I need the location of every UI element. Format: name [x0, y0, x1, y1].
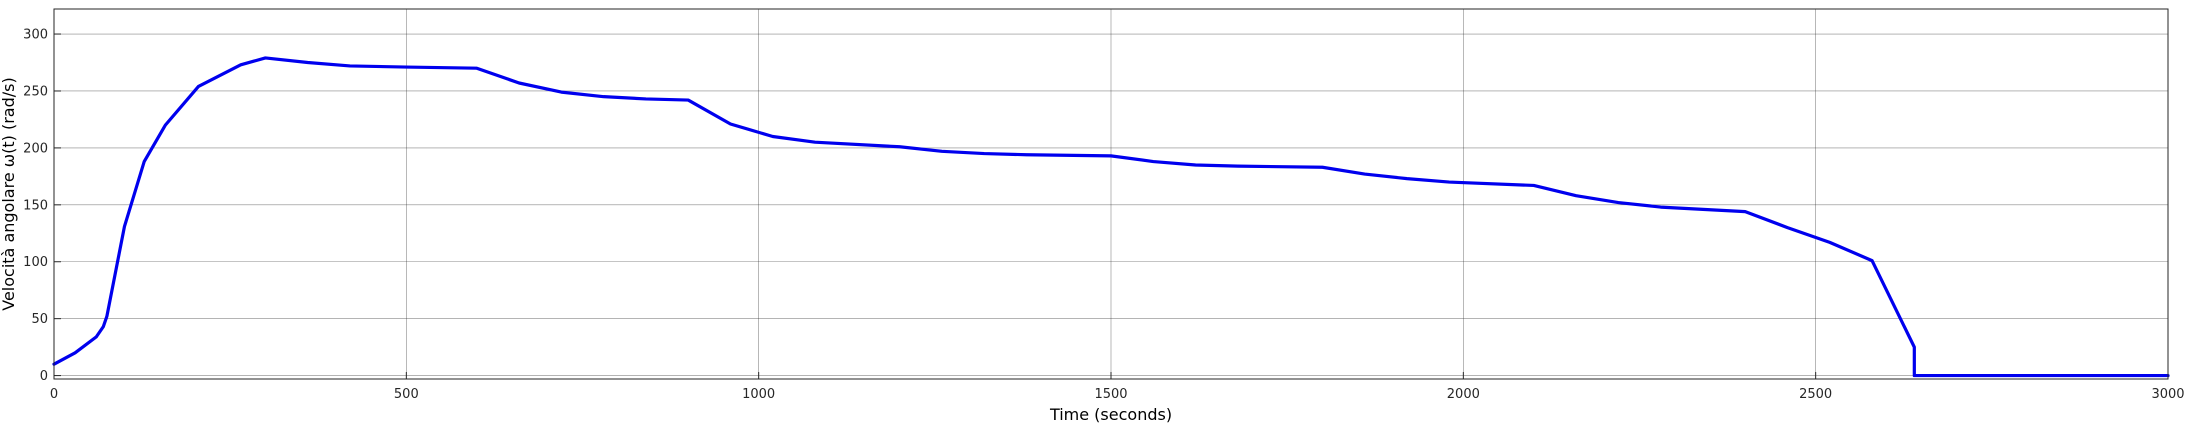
x-axis-ticks: 0 500 1000 1500 2000 2500 3000 — [50, 372, 2185, 402]
x-tick-label: 500 — [394, 387, 419, 402]
y-tick-label: 100 — [23, 255, 48, 270]
x-axis-label: Time (seconds) — [1049, 405, 1172, 424]
y-tick-label: 250 — [23, 84, 48, 99]
y-axis-label: Velocità angolare ω(t) (rad/s) — [0, 77, 18, 310]
plot-frame — [53, 8, 2169, 380]
x-tick-label: 1000 — [742, 387, 775, 402]
y-tick-label: 0 — [40, 369, 48, 384]
x-tick-label: 1500 — [1094, 387, 1127, 402]
x-tick-label: 3000 — [2151, 387, 2184, 402]
series-line-0 — [52, 56, 2170, 378]
y-tick-label: 50 — [31, 312, 48, 327]
x-tick-label: 2500 — [1799, 387, 1832, 402]
series-group — [52, 56, 2170, 378]
y-tick-label: 150 — [23, 198, 48, 213]
y-tick-label: 200 — [23, 141, 48, 156]
x-tick-label: 2000 — [1447, 387, 1480, 402]
y-tick-label: 300 — [23, 28, 48, 43]
x-tick-label: 0 — [50, 387, 58, 402]
y-axis-ticks: 0 50 100 150 200 250 300 — [23, 28, 61, 384]
